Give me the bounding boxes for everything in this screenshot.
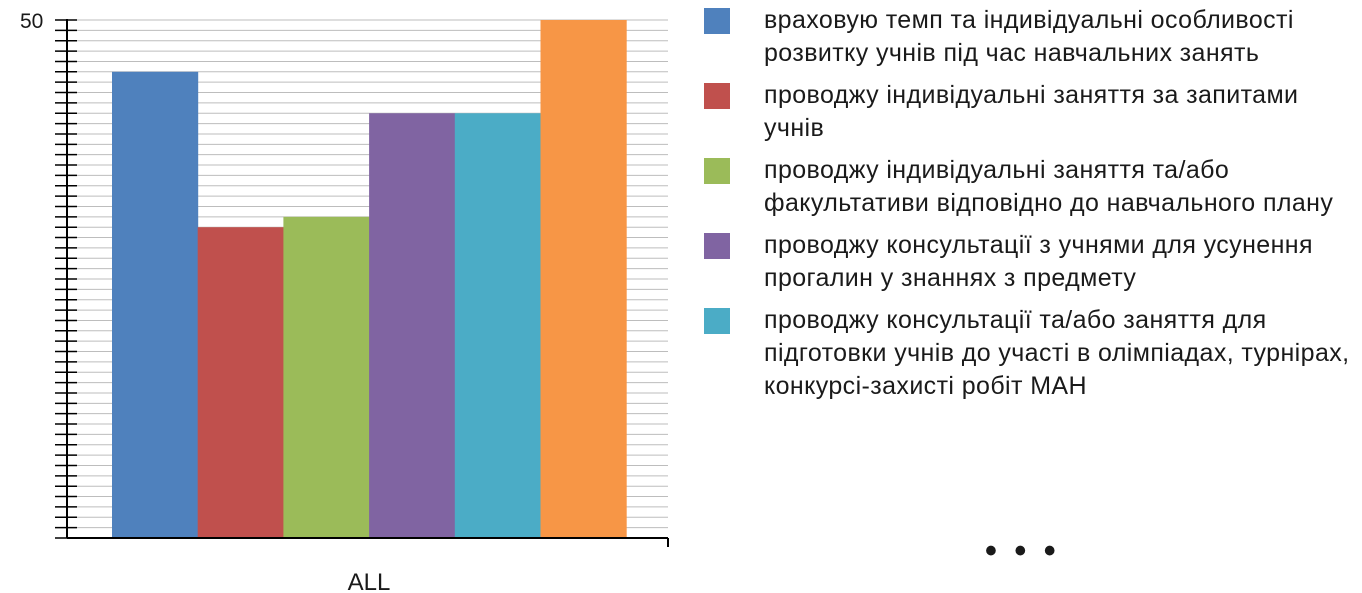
bar-series-3: [283, 216, 370, 538]
x-axis-category-label: ALL: [348, 569, 391, 593]
legend-item-5: проводжу консультації та/або заняття для…: [698, 304, 1358, 403]
y-ticks: [55, 19, 77, 539]
legend-label-2: проводжу індивідуальні заняття за запита…: [764, 81, 1299, 142]
legend-swatch-3: [704, 158, 730, 184]
legend-item-3: проводжу індивідуальні заняття та/або фа…: [698, 154, 1358, 220]
legend-label-3: проводжу індивідуальні заняття та/або фа…: [764, 156, 1334, 217]
legend-swatch-5: [704, 308, 730, 334]
legend-label-1: враховую темп та індивідуальні особливос…: [764, 6, 1294, 67]
y-axis-top-tick-label: 50: [20, 10, 43, 33]
legend-item-4: проводжу консультації з учнями для усуне…: [698, 229, 1358, 295]
legend-item-2: проводжу індивідуальні заняття за запита…: [698, 79, 1358, 145]
legend: враховую темп та індивідуальні особливос…: [698, 4, 1358, 412]
legend-swatch-4: [704, 233, 730, 259]
legend-label-4: проводжу консультації з учнями для усуне…: [764, 231, 1313, 292]
legend-swatch-1: [704, 8, 730, 34]
bars: [112, 20, 627, 539]
legend-swatch-2: [704, 83, 730, 109]
legend-item-1: враховую темп та індивідуальні особливос…: [698, 4, 1358, 70]
bar-series-1: [112, 71, 199, 539]
bar-series-5: [454, 113, 541, 539]
bar-series-2: [197, 227, 284, 538]
legend-more-indicator: • • •: [985, 532, 1060, 570]
bar-chart: 50 ALL: [20, 10, 669, 593]
legend-label-5: проводжу консультації та/або заняття для…: [764, 306, 1350, 400]
bar-series-4: [369, 113, 456, 539]
bar-series-6: [540, 20, 627, 538]
